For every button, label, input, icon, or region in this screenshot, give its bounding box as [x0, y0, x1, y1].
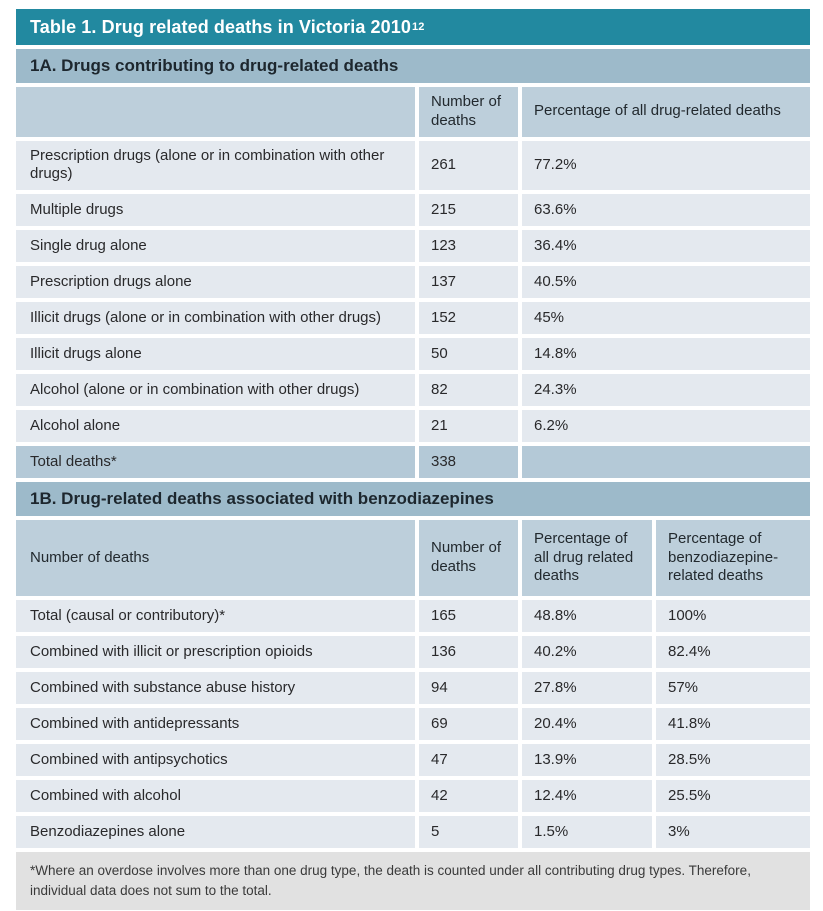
- row-percentage-all: 48.8%: [522, 600, 652, 632]
- table-row: Alcohol alone 21 6.2%: [16, 410, 810, 442]
- row-percentage-all: 20.4%: [522, 708, 652, 740]
- table-row: Single drug alone 123 36.4%: [16, 230, 810, 262]
- table-row: Multiple drugs 215 63.6%: [16, 194, 810, 226]
- row-percentage-benzo: 28.5%: [656, 744, 810, 776]
- row-deaths: 50: [419, 338, 518, 370]
- row-label: Illicit drugs (alone or in combination w…: [16, 302, 415, 334]
- section-1b-header-number-of-deaths-label: Number of deaths: [16, 520, 415, 596]
- row-label: Combined with substance abuse history: [16, 672, 415, 704]
- row-percentage-benzo: 57%: [656, 672, 810, 704]
- row-label: Alcohol (alone or in combination with ot…: [16, 374, 415, 406]
- total-row-label: Total deaths*: [16, 446, 415, 478]
- section-1b-heading-text: 1B. Drug-related deaths associated with …: [30, 489, 494, 508]
- section-1a-heading: 1A. Drugs contributing to drug-related d…: [16, 49, 810, 83]
- row-percentage-benzo: 3%: [656, 816, 810, 848]
- table-title-bar: Table 1. Drug related deaths in Victoria…: [16, 9, 810, 45]
- table-row: Prescription drugs (alone or in combinat…: [16, 140, 810, 190]
- row-percentage-all: 40.2%: [522, 636, 652, 668]
- row-deaths: 215: [419, 194, 518, 226]
- section-1a-header-number-of-deaths: Number of deaths: [419, 87, 518, 137]
- row-deaths: 21: [419, 410, 518, 442]
- row-label: Total (causal or contributory)*: [16, 600, 415, 632]
- row-percentage: 45%: [522, 302, 810, 334]
- section-1b-heading: 1B. Drug-related deaths associated with …: [16, 482, 810, 516]
- table-row: Combined with alcohol 42 12.4% 25.5%: [16, 780, 810, 812]
- row-deaths: 261: [419, 140, 518, 190]
- table-footnote: *Where an overdose involves more than on…: [16, 852, 810, 911]
- table-row: Illicit drugs alone 50 14.8%: [16, 338, 810, 370]
- table-row: Benzodiazepines alone 5 1.5% 3%: [16, 816, 810, 848]
- row-percentage: 24.3%: [522, 374, 810, 406]
- section-1a-column-header-row: Number of deaths Percentage of all drug-…: [16, 87, 810, 137]
- table-1-drug-related-deaths: Table 1. Drug related deaths in Victoria…: [16, 9, 810, 911]
- row-label: Illicit drugs alone: [16, 338, 415, 370]
- row-deaths: 165: [419, 600, 518, 632]
- row-deaths: 47: [419, 744, 518, 776]
- row-label: Prescription drugs (alone or in combinat…: [16, 140, 415, 190]
- row-percentage-all: 27.8%: [522, 672, 652, 704]
- row-label: Benzodiazepines alone: [16, 816, 415, 848]
- table-row: Illicit drugs (alone or in combination w…: [16, 302, 810, 334]
- table-row: Combined with antipsychotics 47 13.9% 28…: [16, 744, 810, 776]
- row-percentage-benzo: 82.4%: [656, 636, 810, 668]
- row-label: Combined with alcohol: [16, 780, 415, 812]
- row-deaths: 94: [419, 672, 518, 704]
- row-percentage-benzo: 41.8%: [656, 708, 810, 740]
- total-row-percentage-empty: [522, 446, 810, 478]
- section-1a-heading-text: 1A. Drugs contributing to drug-related d…: [30, 56, 399, 75]
- row-label: Single drug alone: [16, 230, 415, 262]
- section-1b-header-percentage-all-drug: Percentage of all drug related deaths: [522, 520, 652, 596]
- table-row: Combined with illicit or prescription op…: [16, 636, 810, 668]
- section-1b-header-number-of-deaths: Number of deaths: [419, 520, 518, 596]
- row-deaths: 42: [419, 780, 518, 812]
- row-percentage-all: 12.4%: [522, 780, 652, 812]
- row-deaths: 152: [419, 302, 518, 334]
- section-1b-column-header-row: Number of deaths Number of deaths Percen…: [16, 520, 810, 596]
- row-percentage-benzo: 25.5%: [656, 780, 810, 812]
- table-row: Combined with antidepressants 69 20.4% 4…: [16, 708, 810, 740]
- row-deaths: 123: [419, 230, 518, 262]
- row-percentage: 14.8%: [522, 338, 810, 370]
- row-label: Alcohol alone: [16, 410, 415, 442]
- row-percentage: 40.5%: [522, 266, 810, 298]
- section-1a-header-percentage: Percentage of all drug-related deaths: [522, 87, 810, 137]
- row-label: Combined with antidepressants: [16, 708, 415, 740]
- row-label: Prescription drugs alone: [16, 266, 415, 298]
- row-percentage: 63.6%: [522, 194, 810, 226]
- section-1a-header-empty-cell: [16, 87, 415, 137]
- row-deaths: 69: [419, 708, 518, 740]
- row-label: Multiple drugs: [16, 194, 415, 226]
- table-row: Combined with substance abuse history 94…: [16, 672, 810, 704]
- table-row: Alcohol (alone or in combination with ot…: [16, 374, 810, 406]
- row-deaths: 136: [419, 636, 518, 668]
- total-row-deaths: 338: [419, 446, 518, 478]
- total-deaths-row: Total deaths* 338: [16, 446, 810, 478]
- table-row: Prescription drugs alone 137 40.5%: [16, 266, 810, 298]
- row-deaths: 137: [419, 266, 518, 298]
- table-row: Total (causal or contributory)* 165 48.8…: [16, 600, 810, 632]
- row-percentage: 36.4%: [522, 230, 810, 262]
- row-label: Combined with illicit or prescription op…: [16, 636, 415, 668]
- row-percentage: 77.2%: [522, 140, 810, 190]
- row-percentage-all: 13.9%: [522, 744, 652, 776]
- row-deaths: 5: [419, 816, 518, 848]
- row-percentage: 6.2%: [522, 410, 810, 442]
- row-label: Combined with antipsychotics: [16, 744, 415, 776]
- row-percentage-benzo: 100%: [656, 600, 810, 632]
- row-deaths: 82: [419, 374, 518, 406]
- row-percentage-all: 1.5%: [522, 816, 652, 848]
- section-1b-header-percentage-benzodiazepine: Percentage of benzodiazepine-related dea…: [656, 520, 810, 596]
- table-title: Table 1. Drug related deaths in Victoria…: [30, 16, 411, 37]
